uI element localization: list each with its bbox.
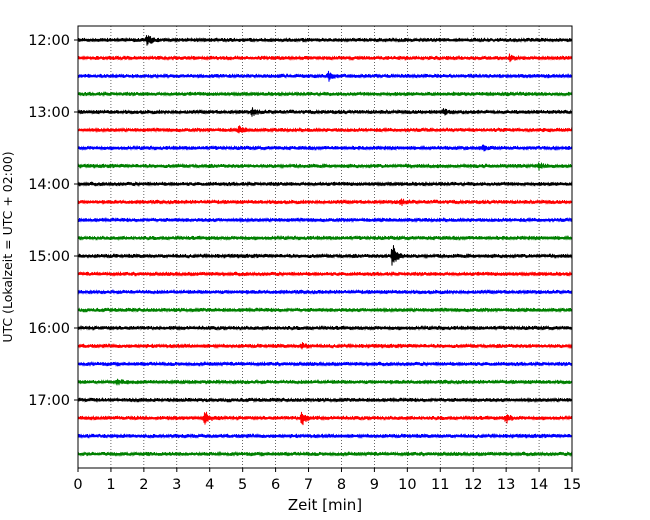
x-tick-label: 7 — [304, 477, 313, 493]
y-axis: 12:00 13:00 14:00 15:00 16:00 17:00 — [28, 33, 78, 409]
y-tick-label: 13:00 — [28, 105, 70, 121]
trace-1615 — [77, 342, 573, 350]
x-tick-label: 15 — [563, 477, 581, 493]
trace-1415 — [77, 198, 573, 206]
trace-1530 — [77, 288, 573, 296]
trace-1300 — [77, 107, 573, 117]
trace-1645 — [77, 378, 573, 386]
trace-1315 — [77, 125, 573, 134]
x-axis-title: Zeit [min] — [288, 496, 362, 514]
trace-1200 — [77, 35, 573, 46]
trace-1745 — [77, 450, 573, 458]
trace-1600 — [77, 324, 573, 332]
trace-1400 — [77, 180, 573, 188]
x-tick-label: 3 — [172, 477, 181, 493]
trace-1430 — [77, 216, 573, 224]
plot-frame — [77, 25, 573, 469]
trace-1630 — [77, 360, 573, 368]
y-tick-label: 12:00 — [28, 33, 70, 49]
x-tick-label: 12 — [464, 477, 482, 493]
trace-1330 — [77, 144, 573, 152]
x-tick-label: 8 — [337, 477, 346, 493]
x-tick-label: 0 — [73, 477, 82, 493]
x-tick-label: 14 — [530, 477, 548, 493]
trace-1245 — [77, 90, 573, 98]
trace-1445 — [77, 234, 573, 242]
x-tick-label: 5 — [238, 477, 247, 493]
trace-layer — [77, 35, 573, 458]
x-tick-label: 6 — [271, 477, 280, 493]
trace-1345 — [77, 162, 573, 171]
x-tick-label: 10 — [398, 477, 416, 493]
x-tick-label: 11 — [431, 477, 449, 493]
trace-1715 — [77, 411, 573, 426]
trace-1700 — [77, 396, 573, 404]
x-axis: 0 1 2 3 4 5 6 7 8 9 10 11 12 13 14 15 — [73, 468, 581, 493]
trace-1515 — [77, 270, 573, 278]
x-tick-label: 1 — [106, 477, 115, 493]
trace-1730 — [77, 432, 573, 440]
y-tick-label: 14:00 — [28, 177, 70, 193]
x-tick-label: 4 — [205, 477, 214, 493]
trace-1215 — [77, 53, 573, 63]
y-tick-label: 15:00 — [28, 249, 70, 265]
y-axis-title: UTC (Lokalzeit = UTC + 02:00) — [0, 151, 15, 342]
x-tick-label: 9 — [370, 477, 379, 493]
y-tick-label: 16:00 — [28, 321, 70, 337]
trace-1500 — [77, 245, 573, 266]
trace-1545 — [77, 306, 573, 314]
y-tick-label: 17:00 — [28, 393, 70, 409]
x-tick-label: 13 — [497, 477, 515, 493]
x-tick-label: 2 — [139, 477, 148, 493]
trace-1230 — [77, 70, 573, 82]
